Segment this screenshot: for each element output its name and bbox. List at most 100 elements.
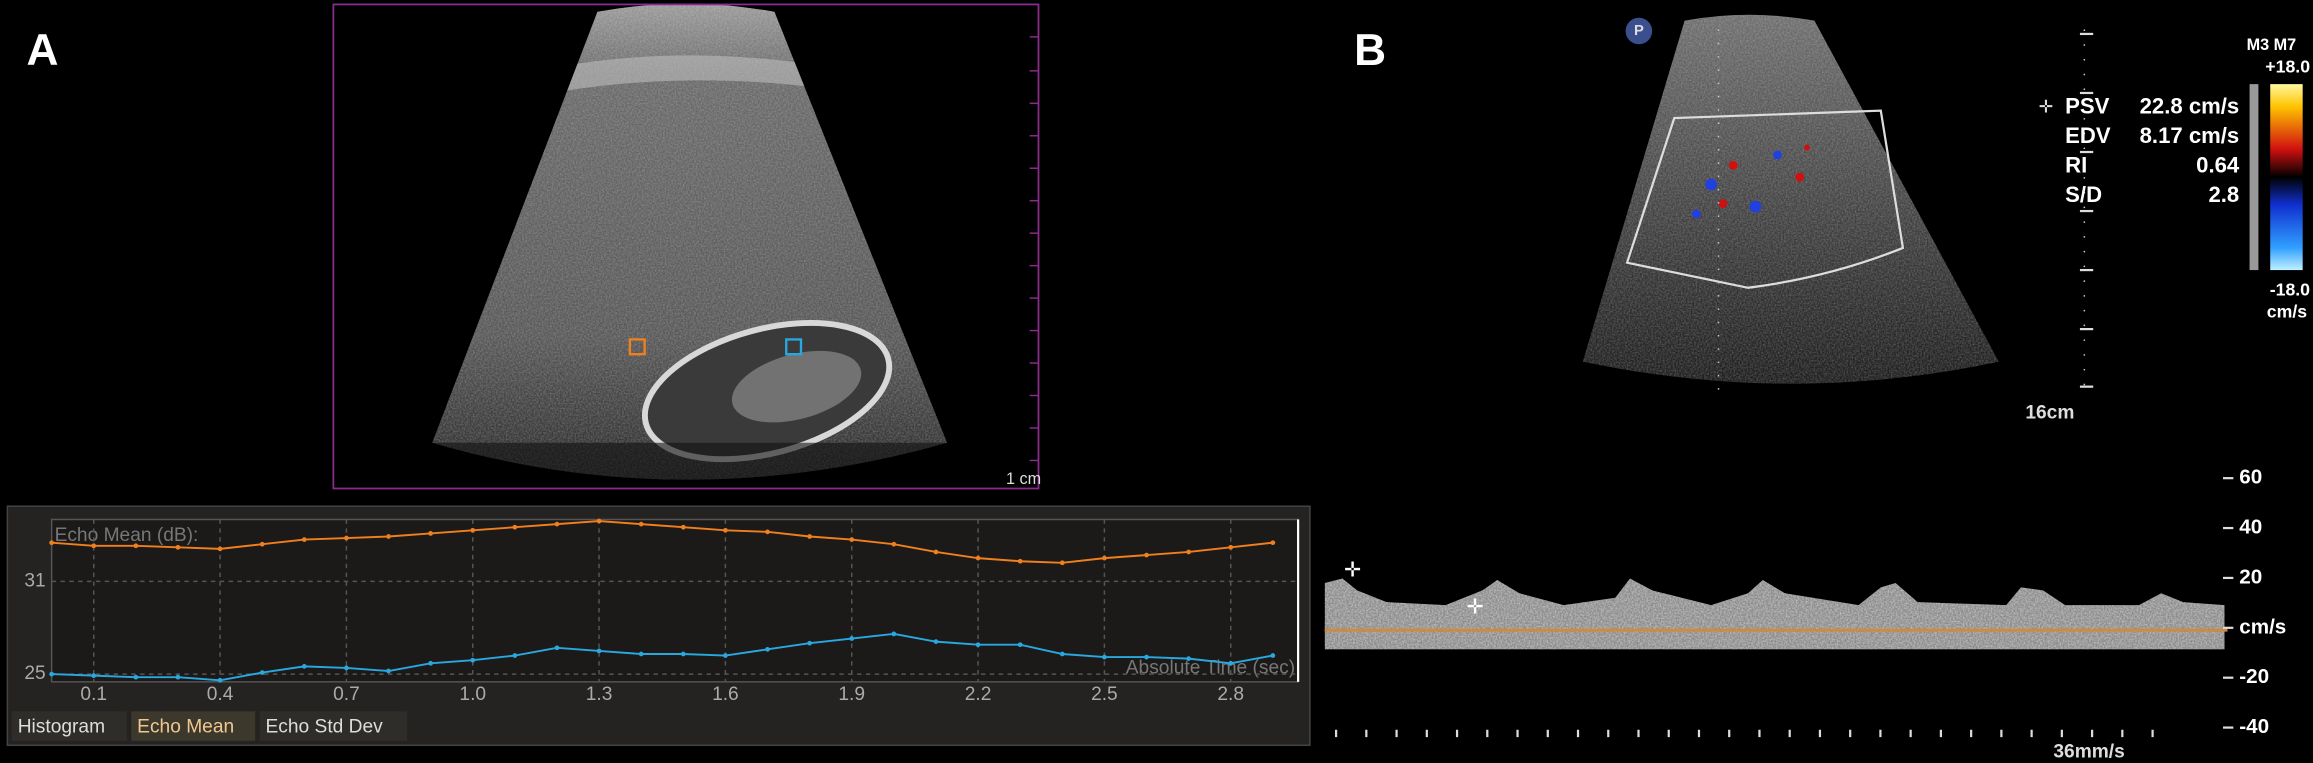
marker: P [1634,23,1644,39]
scale-label: -20 [2239,665,2269,688]
roi-blue [785,338,803,356]
data-point [1144,654,1149,660]
kidney-sinus [731,350,862,423]
x-axis-label: Absolute Time (sec) [1126,658,1295,679]
data-point [1186,549,1191,555]
velocity-scale: 60 40 20 cm/s -20 -40 [2223,466,2286,738]
y-tick-label: 31 [24,570,45,591]
data-point [638,521,644,527]
x-tick-label: 2.5 [1091,684,1118,705]
data-point [217,677,223,683]
chart-title: Echo Mean (dB): [55,525,199,546]
x-tick-label: 1.0 [459,684,486,705]
tab-label[interactable]: Echo Std Dev [266,717,384,738]
x-tick-label: 0.7 [333,684,360,705]
measurement-value: 2.8 [2208,182,2239,207]
data-point [1144,552,1149,558]
series-line [51,632,1274,682]
spectrum-noise [1324,578,2225,650]
data-point [470,527,476,533]
data-point [470,657,476,663]
depth-ruler [1029,36,1039,462]
scale-label: 20 [2239,565,2262,588]
tab-label[interactable]: Echo Mean [137,717,234,738]
data-point [49,540,54,546]
data-point [1228,544,1234,550]
data-point [933,639,939,644]
data-point [133,543,139,549]
data-point [723,527,728,533]
tab-label[interactable]: Histogram [18,717,105,738]
data-point [933,549,939,555]
y-tick-label: 25 [24,663,45,684]
data-point [807,640,812,646]
data-point [386,668,391,674]
data-point [301,664,307,669]
scale-label: 40 [2239,515,2262,538]
color-bar [2270,84,2303,271]
tab[interactable] [131,711,256,741]
tab[interactable] [11,711,127,741]
data-point [1270,540,1276,546]
data-point [428,531,433,536]
colorbar-unit: cm/s [2267,302,2307,322]
data-point [765,529,770,535]
data-point [765,647,770,652]
data-point [554,521,560,527]
data-point [259,670,265,675]
x-tick-label: 0.4 [207,684,234,705]
data-point [975,642,981,648]
tab[interactable] [259,711,408,741]
scale-label: 1 cm [1006,470,1041,488]
data-point [1228,660,1234,666]
data-point [849,636,855,641]
marker-icon [1625,17,1653,45]
ultrasound-b: P B 16cm ✛ M3 M7 +18.0 -18.0 cm/s PSV 22.… [1324,14,2310,763]
colorbar-title: M3 M7 [2247,36,2297,54]
data-point [344,535,349,541]
data-point [1102,555,1107,561]
x-tick-label: 0.1 [80,684,107,705]
data-point [1059,560,1065,566]
data-point [891,541,897,547]
data-point [1102,654,1107,660]
scale-label: 60 [2239,466,2262,489]
data-point [723,653,728,658]
x-tick-label: 1.9 [838,684,865,705]
data-point [1186,656,1191,661]
data-point [596,518,602,524]
data-point [259,541,265,547]
measurement-value: 22.8 cm/s [2140,94,2240,119]
x-tick-label: 1.6 [712,684,739,705]
data-point [1059,651,1065,657]
measurement-name: PSV [2065,94,2110,119]
data-point [512,653,518,658]
data-point [428,660,433,666]
data-point [49,671,54,677]
x-tick-label: 2.8 [1217,684,1244,705]
data-point [807,534,812,539]
x-tick-label: 2.2 [965,684,992,705]
measurements: PSV 22.8 cm/s EDV 8.17 cm/s RI 0.64 S/D 2.8 [2065,94,2240,208]
measurement-value: 8.17 cm/s [2140,123,2240,148]
x-tick-label: 1.3 [586,684,613,705]
measurement-name: RI [2065,153,2087,178]
depth-label: 16cm [2025,402,2074,423]
data-point [133,674,139,680]
tabs: Histogram Echo Mean Echo Std Dev [11,711,408,741]
echo-chart: Echo Mean (dB): Absolute Time (sec) Hist… [6,505,1311,747]
depth-ticks [2079,32,2094,388]
scale-label: -40 [2239,715,2269,738]
data-point [91,673,97,679]
color-box [1625,109,1905,289]
scale-label: cm/s [2239,615,2286,638]
data-point [680,651,686,657]
colorbar-min: -18.0 [2270,279,2310,299]
data-point [175,544,181,550]
data-point [596,648,602,654]
gray-bar [2249,84,2259,271]
data-point [849,537,855,542]
measurement-name: EDV [2065,123,2111,148]
roi-frame [332,3,1040,490]
